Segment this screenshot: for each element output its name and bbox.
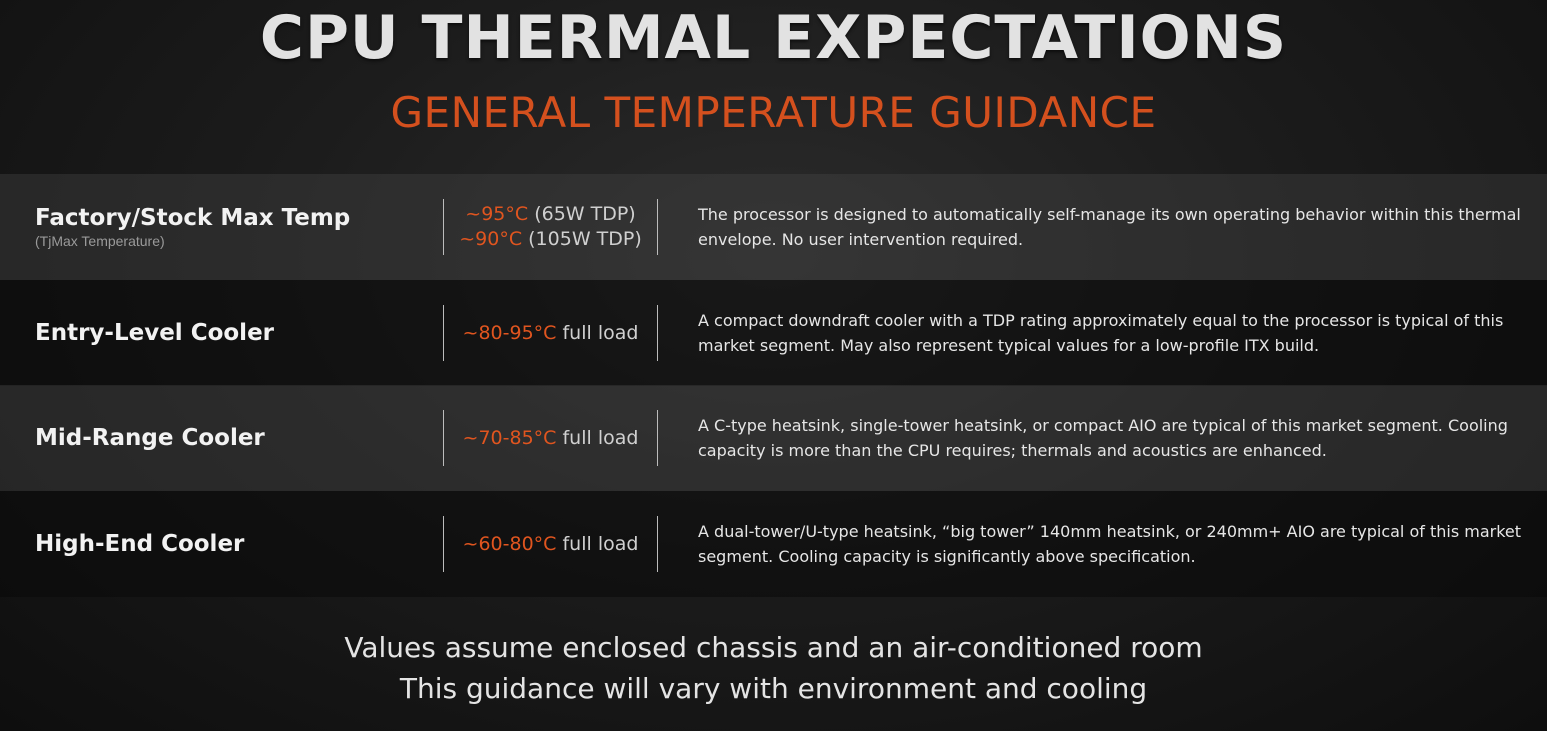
- row-label-group: Factory/Stock Max Temp (TjMax Temperatur…: [35, 174, 350, 280]
- footnote-line: This guidance will vary with environment…: [399, 672, 1148, 705]
- row-description: The processor is designed to automatical…: [698, 174, 1536, 280]
- temperature-box: ~70-85°C full load: [443, 410, 658, 466]
- row-description-text: A C-type heatsink, single-tower heatsink…: [698, 416, 1508, 460]
- temperature-line: ~90°C (105W TDP): [459, 227, 642, 252]
- temperature-value: ~95°C: [465, 203, 529, 225]
- temperature-line: ~80-95°C full load: [463, 321, 639, 346]
- temperature-line: ~70-85°C full load: [463, 426, 639, 451]
- row-label-group: Mid-Range Cooler: [35, 385, 265, 491]
- row-label: Factory/Stock Max Temp: [35, 205, 351, 231]
- temperature-value: ~80-95°C: [462, 321, 557, 344]
- row-label: Entry-Level Cooler: [35, 320, 275, 346]
- table-row-factory-max-temp: Factory/Stock Max Temp (TjMax Temperatur…: [0, 174, 1547, 280]
- footnote-line: Values assume enclosed chassis and an ai…: [344, 631, 1203, 664]
- temperature-box: ~80-95°C full load: [443, 305, 658, 361]
- temperature-note: full load: [556, 321, 639, 344]
- row-description: A dual-tower/U-type heatsink, “big tower…: [698, 491, 1536, 597]
- temperature-note: (105W TDP): [522, 228, 642, 250]
- page-title: CPU THERMAL EXPECTATIONS: [259, 3, 1288, 73]
- temperature-note: full load: [556, 532, 639, 555]
- temperature-line: ~60-80°C full load: [463, 532, 639, 557]
- temperature-note: full load: [556, 426, 639, 449]
- table-row-entry-level-cooler: Entry-Level Cooler ~80-95°C full load A …: [0, 280, 1547, 386]
- row-description-text: The processor is designed to automatical…: [698, 205, 1521, 249]
- row-label-group: High-End Cooler: [35, 491, 244, 597]
- temperature-line: ~95°C (65W TDP): [465, 202, 635, 227]
- row-sublabel: (TjMax Temperature): [35, 233, 165, 249]
- row-description: A compact downdraft cooler with a TDP ra…: [698, 280, 1536, 386]
- row-description: A C-type heatsink, single-tower heatsink…: [698, 385, 1536, 491]
- temperature-value: ~90°C: [459, 228, 523, 250]
- row-description-text: A dual-tower/U-type heatsink, “big tower…: [698, 522, 1522, 566]
- table-row-mid-range-cooler: Mid-Range Cooler ~70-85°C full load A C-…: [0, 385, 1547, 491]
- temperature-box: ~60-80°C full load: [443, 516, 658, 572]
- row-label: Mid-Range Cooler: [35, 425, 265, 451]
- page-subtitle: GENERAL TEMPERATURE GUIDANCE: [390, 88, 1157, 137]
- row-label: High-End Cooler: [35, 531, 245, 557]
- temperature-value: ~60-80°C: [462, 532, 557, 555]
- table-row-high-end-cooler: High-End Cooler ~60-80°C full load A dua…: [0, 491, 1547, 597]
- row-label-group: Entry-Level Cooler: [35, 280, 274, 386]
- row-description-text: A compact downdraft cooler with a TDP ra…: [698, 311, 1504, 355]
- temperature-value: ~70-85°C: [462, 426, 557, 449]
- temperature-box: ~95°C (65W TDP) ~90°C (105W TDP): [443, 199, 658, 255]
- temperature-note: (65W TDP): [528, 203, 636, 225]
